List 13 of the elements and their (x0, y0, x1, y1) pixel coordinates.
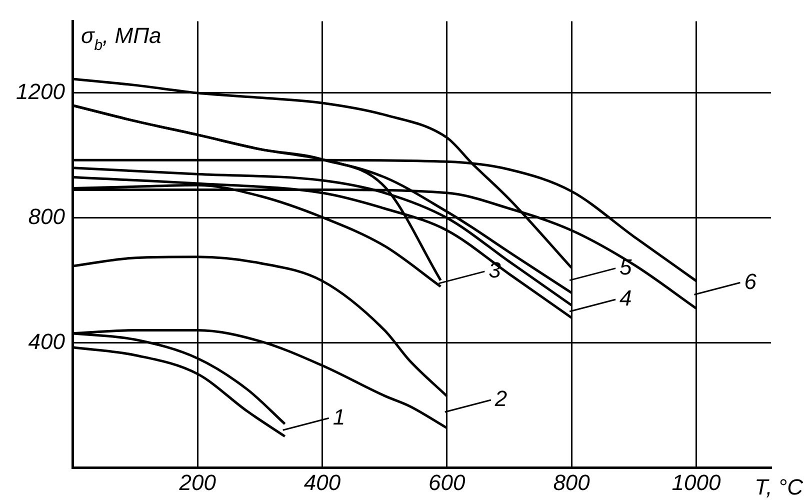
y-tick-label: 800 (28, 204, 66, 229)
legend-label: 2 (494, 386, 508, 412)
x-tick-label: 800 (553, 470, 591, 495)
y-tick-label: 1200 (16, 79, 66, 104)
x-axis-title: T, °C (754, 474, 804, 500)
legend-label: 1 (332, 404, 346, 430)
legend-label: 6 (744, 268, 758, 294)
y-tick-label: 400 (28, 328, 66, 354)
x-tick-label: 1000 (672, 470, 722, 495)
legend-label: 4 (620, 286, 632, 311)
x-tick-label: 200 (178, 470, 217, 495)
x-tick-label: 600 (428, 470, 466, 495)
x-tick-label: 400 (304, 470, 342, 495)
